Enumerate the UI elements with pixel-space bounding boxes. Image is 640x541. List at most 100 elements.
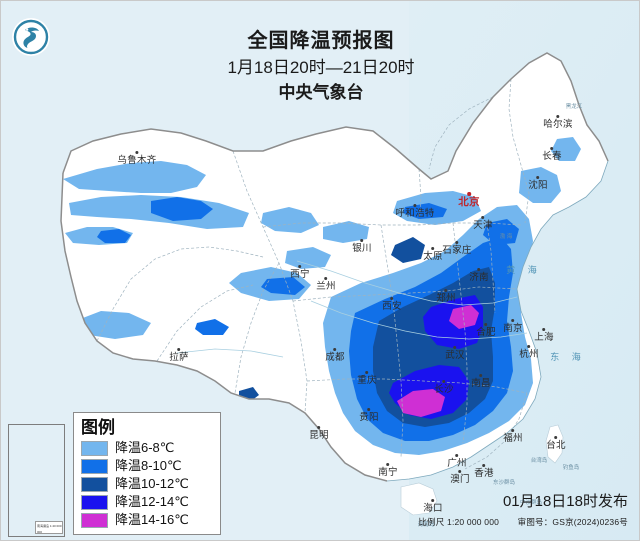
minor-label: 渤 海	[499, 234, 513, 240]
city-label: 香港	[474, 464, 494, 479]
legend-label: 降温14-16℃	[115, 512, 189, 527]
city-marker-icon	[455, 454, 459, 457]
city-marker-icon	[324, 277, 328, 280]
legend-item: 降温10-12℃	[81, 475, 214, 493]
city-marker-icon	[442, 380, 446, 383]
minor-label: 东沙群岛	[492, 480, 516, 486]
city-label: 北京	[458, 192, 480, 207]
city-marker-icon	[135, 151, 139, 154]
minor-label: 海南岛	[417, 522, 435, 528]
temperature-drop-bands	[63, 137, 581, 455]
sea-label: 东 海	[550, 352, 586, 362]
city-label: 广州	[447, 454, 467, 469]
coastline	[386, 160, 609, 482]
city-label: 郑州	[436, 289, 456, 304]
legend-label: 降温8-10℃	[115, 458, 182, 473]
minor-label: 黑龙江	[565, 104, 583, 110]
legend-item: 降温12-14℃	[81, 493, 214, 511]
legend-swatch	[81, 476, 108, 492]
city-marker-icon	[298, 265, 302, 268]
title-block: 全国降温预报图 1月18日20时—21日20时 中央气象台	[161, 28, 481, 105]
legend-box: 图例 降温6-8℃ 降温8-10℃ 降温10-12℃ 降温12-14℃ 降温14-16℃	[73, 412, 221, 535]
city-label: 天津	[473, 216, 493, 231]
city-label: 哈尔滨	[543, 115, 572, 130]
band-14-16	[397, 305, 479, 417]
page-title: 全国降温预报图	[247, 30, 395, 52]
city-label: 南京	[503, 319, 523, 334]
city-label: 长沙	[434, 380, 454, 395]
legend-swatch	[81, 494, 108, 510]
city-label: 太原	[423, 247, 443, 262]
city-marker-icon	[390, 297, 394, 300]
rivers	[176, 260, 528, 358]
legend-item: 降温14-16℃	[81, 511, 214, 529]
scale-label: 比例尺 1:20 000 000	[418, 517, 500, 527]
city-label: 合肥	[476, 323, 496, 338]
legend-label: 降温6-8℃	[115, 440, 175, 455]
city-marker-icon	[177, 348, 181, 351]
issuer-name: 中央气象台	[278, 83, 364, 102]
city-marker-icon	[360, 239, 364, 242]
forecast-period: 1月18日20时—21日20时	[227, 58, 415, 77]
city-marker-icon	[333, 348, 337, 351]
city-label: 杭州	[519, 345, 539, 360]
city-label: 南昌	[471, 374, 491, 389]
city-marker-icon	[481, 216, 485, 219]
city-label: 武汉	[445, 346, 465, 361]
minor-label: 中沙群岛	[519, 500, 543, 506]
city-label: 成都	[325, 348, 345, 363]
national-boundary	[60, 52, 609, 482]
city-marker-icon	[536, 176, 540, 179]
legend-title: 图例	[81, 418, 115, 437]
cma-logo	[12, 18, 50, 56]
city-label: 贵阳	[359, 408, 379, 423]
city-label: 银川	[352, 239, 372, 254]
city-label: 济南	[469, 268, 489, 283]
city-marker-icon	[317, 426, 321, 429]
city-label: 拉萨	[169, 348, 189, 363]
city-marker-icon	[484, 323, 488, 326]
city-marker-icon	[482, 464, 486, 467]
city-marker-icon	[527, 345, 531, 348]
legend-item: 降温8-10℃	[81, 457, 214, 475]
city-marker-icon	[556, 115, 560, 118]
city-marker-icon	[467, 192, 471, 196]
city-label: 上海	[534, 328, 554, 343]
city-marker-icon	[413, 204, 417, 207]
city-label: 昆明	[309, 426, 329, 441]
city-marker-icon	[444, 289, 448, 292]
city-marker-icon	[386, 463, 390, 466]
city-marker-icon	[431, 499, 435, 502]
sea-label: 黄 海	[506, 265, 542, 275]
legend-item: 降温6-8℃	[81, 439, 214, 457]
cma-dragon-icon	[13, 19, 49, 55]
legend-swatch	[81, 440, 108, 456]
city-label: 沈阳	[528, 176, 548, 191]
city-marker-icon	[431, 247, 435, 250]
city-marker-icon	[554, 436, 558, 439]
legend-swatch	[81, 512, 108, 528]
city-marker-icon	[455, 241, 459, 244]
province-boundaries	[96, 78, 530, 470]
south-china-sea-inset: 南海诸岛 1:40 000 000	[8, 424, 65, 537]
city-marker-icon	[511, 319, 515, 322]
city-label: 澳门	[450, 470, 470, 485]
city-label: 重庆	[357, 371, 377, 386]
city-marker-icon	[458, 470, 462, 473]
inset-scale-label: 南海诸岛 1:40 000 000	[35, 521, 63, 534]
map-number-label: 审图号：GS京(2024)0236号	[517, 517, 628, 527]
city-marker-icon	[477, 268, 481, 271]
city-label: 西宁	[290, 265, 310, 280]
city-label: 兰州	[316, 277, 336, 292]
city-marker-icon	[365, 371, 369, 374]
city-label: 南宁	[378, 463, 398, 478]
minor-label: 钓鱼岛	[562, 465, 580, 471]
city-label: 呼和浩特	[395, 204, 434, 219]
minor-label: 台湾岛	[530, 458, 548, 464]
city-marker-icon	[453, 346, 457, 349]
city-marker-icon	[367, 408, 371, 411]
issue-time: 01月18日18时发布	[502, 493, 628, 510]
city-label: 台北	[546, 436, 566, 451]
